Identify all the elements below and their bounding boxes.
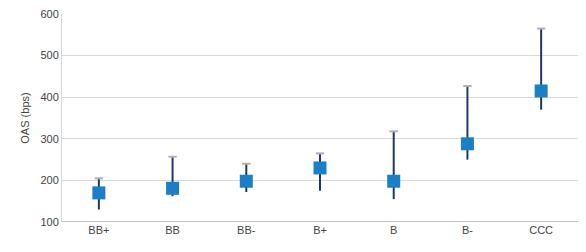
svg-text:300: 300 [40,133,58,145]
svg-text:OAS (bps): OAS (bps) [19,92,31,143]
svg-text:CCC: CCC [529,224,553,236]
svg-text:100: 100 [40,216,58,228]
svg-text:600: 600 [40,8,58,20]
svg-text:400: 400 [40,91,58,103]
svg-text:BB-: BB- [237,224,256,236]
svg-text:BB: BB [165,224,180,236]
svg-text:B-: B- [462,224,473,236]
svg-text:200: 200 [40,174,58,186]
svg-text:500: 500 [40,49,58,61]
svg-text:BB+: BB+ [88,224,109,236]
svg-text:B: B [390,224,397,236]
svg-text:B+: B+ [313,224,327,236]
